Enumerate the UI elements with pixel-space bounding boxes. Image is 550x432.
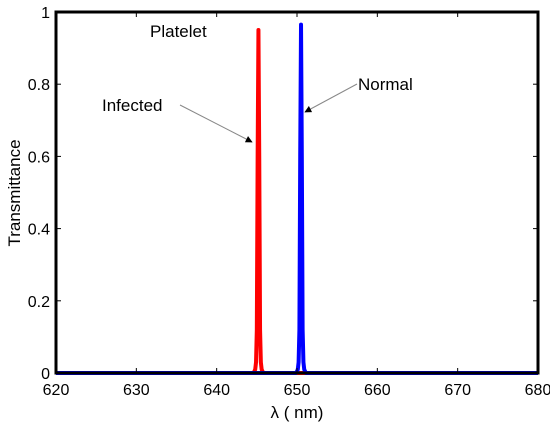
- series-layer: [56, 22, 538, 375]
- x-tick-label: 620: [43, 382, 70, 399]
- x-tick-label: 670: [444, 382, 471, 399]
- y-tick-label: 1: [41, 5, 50, 22]
- x-axis-label: λ ( nm): [271, 403, 324, 422]
- annotation-normal: Normal: [358, 75, 413, 94]
- y-tick-label: 0.6: [28, 149, 50, 166]
- arrow-infected: [179, 104, 253, 143]
- series-line-normal: [56, 22, 538, 375]
- y-tick-label: 0.4: [28, 222, 50, 239]
- y-tick-label: 0.2: [28, 294, 50, 311]
- x-tick-label: 680: [525, 382, 550, 399]
- x-tick-label: 650: [284, 382, 311, 399]
- annotation-infected: Infected: [102, 96, 163, 115]
- tick-layer: 620 630 640 650 660 670 680 0 0.2 0.4 0.6 0.8 1: [28, 5, 550, 399]
- x-tick-label: 640: [203, 382, 230, 399]
- x-tick-label: 630: [123, 382, 150, 399]
- y-tick-label: 0.8: [28, 77, 50, 94]
- x-tick-label: 660: [364, 382, 391, 399]
- annotation-platelet: Platelet: [150, 22, 207, 41]
- series-line-infected: [56, 28, 538, 375]
- y-tick-label: 0: [41, 366, 50, 383]
- y-axis-label: Transmittance: [5, 139, 24, 246]
- arrow-normal: [304, 83, 358, 113]
- plot-area: [56, 12, 538, 373]
